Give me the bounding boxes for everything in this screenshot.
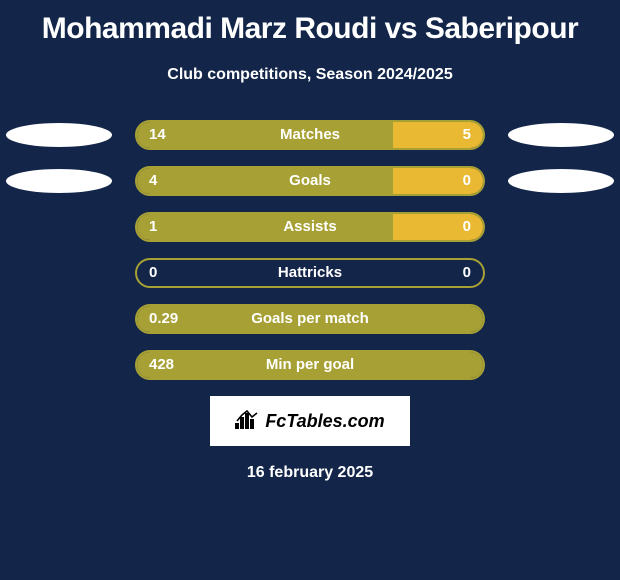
player1-value: 0 xyxy=(149,260,157,286)
date-label: 16 february 2025 xyxy=(0,464,620,482)
player2-marker xyxy=(508,169,614,193)
stat-row: 10Assists xyxy=(0,212,620,242)
player1-value: 0.29 xyxy=(149,306,178,332)
player2-value: 5 xyxy=(463,122,471,148)
stat-bar-track: 0 0Hattricks xyxy=(135,258,485,288)
brand-icon xyxy=(235,409,261,434)
stat-bar-track: 428Min per goal xyxy=(135,350,485,380)
player2-value: 0 xyxy=(463,214,471,240)
brand-badge: FcTables.com xyxy=(210,396,410,446)
player1-bar xyxy=(137,306,483,332)
player1-value: 4 xyxy=(149,168,157,194)
stat-row: 145Matches xyxy=(0,120,620,150)
player1-value: 1 xyxy=(149,214,157,240)
stat-row: 0 0Hattricks xyxy=(0,258,620,288)
stat-bar-track: 145Matches xyxy=(135,120,485,150)
player1-bar xyxy=(137,168,393,194)
subtitle: Club competitions, Season 2024/2025 xyxy=(0,66,620,84)
page-title: Mohammadi Marz Roudi vs Saberipour xyxy=(0,0,620,46)
player1-bar xyxy=(137,352,483,378)
player2-value: 0 xyxy=(463,168,471,194)
player2-value: 0 xyxy=(463,260,471,286)
comparison-chart: 145Matches40Goals10Assists00Hattricks0.2… xyxy=(0,120,620,380)
player1-marker xyxy=(6,123,112,147)
stat-bar-track: 40Goals xyxy=(135,166,485,196)
stat-row: 428Min per goal xyxy=(0,350,620,380)
stat-row: 40Goals xyxy=(0,166,620,196)
stat-row: 0.29Goals per match xyxy=(0,304,620,334)
player1-value: 428 xyxy=(149,352,174,378)
player1-bar xyxy=(137,122,393,148)
player1-marker xyxy=(6,169,112,193)
player1-bar xyxy=(137,214,393,240)
player1-value: 14 xyxy=(149,122,166,148)
stat-bar-track: 0.29Goals per match xyxy=(135,304,485,334)
stat-label: Hattricks xyxy=(137,260,483,286)
brand-text: FcTables.com xyxy=(265,411,384,432)
stat-bar-track: 10Assists xyxy=(135,212,485,242)
player2-marker xyxy=(508,123,614,147)
